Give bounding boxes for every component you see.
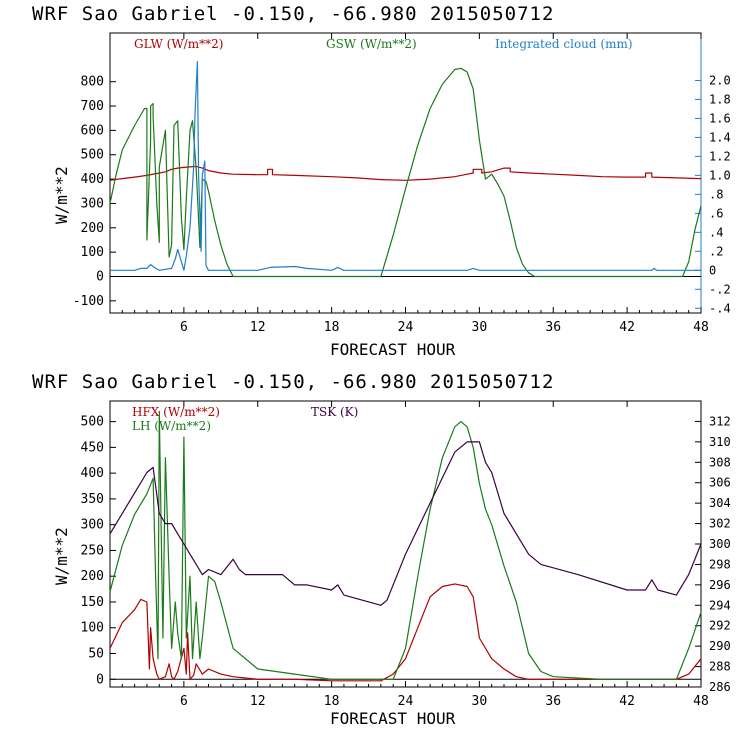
y-tick-label: 400 <box>81 172 104 187</box>
top-chart-panel: WRF Sao Gabriel -0.150, -66.980 20150507… <box>32 3 731 359</box>
right-y-tick-label: 290 <box>709 639 731 653</box>
right-y-tick-label: 308 <box>709 455 731 469</box>
right-y-tick-label: 2.0 <box>709 73 731 87</box>
right-y-tick-label: 1.6 <box>709 111 731 125</box>
series-line-0 <box>109 583 702 682</box>
right-y-tick-label: 1.0 <box>709 168 731 182</box>
y-tick-label: 200 <box>81 221 104 236</box>
bottom-x-axis-label: FORECAST HOUR <box>330 709 456 728</box>
right-y-tick-label: 0 <box>709 263 716 277</box>
y-tick-label: 500 <box>81 148 104 163</box>
x-tick-label: 30 <box>472 320 488 335</box>
y-tick-label: 100 <box>81 621 104 636</box>
x-tick-label: 42 <box>619 694 635 709</box>
x-tick-label: 48 <box>693 694 709 709</box>
right-y-tick-label: 302 <box>709 517 731 531</box>
right-y-tick-label: -.4 <box>709 301 731 315</box>
y-tick-label: 350 <box>81 492 104 507</box>
right-y-tick-label: 1.4 <box>709 130 731 144</box>
right-y-tick-label: .4 <box>709 225 723 239</box>
y-tick-label: 50 <box>88 647 104 662</box>
y-tick-label: 150 <box>81 595 104 610</box>
x-tick-label: 48 <box>693 320 709 335</box>
right-y-tick-label: 1.2 <box>709 149 731 163</box>
right-y-tick-label: .8 <box>709 187 723 201</box>
right-y-tick-label: 310 <box>709 435 731 449</box>
y-tick-label: 450 <box>81 440 104 455</box>
x-tick-label: 6 <box>180 694 188 709</box>
legend-lh: LH (W/m**2) <box>132 419 211 433</box>
series-line-1 <box>109 410 702 680</box>
y-tick-label: 700 <box>81 99 104 114</box>
y-tick-label: 600 <box>81 123 104 138</box>
series-line-2 <box>109 441 702 606</box>
right-y-tick-label: -.2 <box>709 282 731 296</box>
top-x-axis-label: FORECAST HOUR <box>330 340 456 359</box>
bottom-chart-title: WRF Sao Gabriel -0.150, -66.980 20150507… <box>32 371 554 393</box>
y-tick-label: -100 <box>73 294 104 309</box>
right-y-tick-label: 288 <box>709 660 731 674</box>
right-y-tick-label: 296 <box>709 578 731 592</box>
right-y-tick-label: 312 <box>709 414 731 428</box>
y-tick-label: 0 <box>96 269 104 284</box>
right-y-tick-label: .2 <box>709 244 723 258</box>
x-tick-label: 18 <box>324 320 340 335</box>
bottom-chart-panel: WRF Sao Gabriel -0.150, -66.980 20150507… <box>32 371 731 728</box>
series-line-1 <box>109 67 702 278</box>
series-line-0 <box>109 165 702 181</box>
right-y-tick-label: 292 <box>709 619 731 633</box>
right-y-tick-label: 286 <box>709 680 731 694</box>
y-tick-label: 300 <box>81 196 104 211</box>
x-tick-label: 42 <box>619 320 635 335</box>
x-tick-label: 24 <box>398 694 414 709</box>
right-y-tick-label: 298 <box>709 557 731 571</box>
y-tick-label: 300 <box>81 518 104 533</box>
x-tick-label: 12 <box>250 320 266 335</box>
x-tick-label: 36 <box>545 320 561 335</box>
right-y-tick-label: 304 <box>709 496 731 510</box>
legend-glw: GLW (W/m**2) <box>134 37 223 51</box>
x-tick-label: 30 <box>472 694 488 709</box>
right-y-tick-label: 1.8 <box>709 92 731 106</box>
top-y-axis-label: W/m**2 <box>52 166 71 224</box>
series-line-2 <box>110 60 701 271</box>
y-tick-label: 200 <box>81 569 104 584</box>
x-tick-label: 12 <box>250 694 266 709</box>
right-y-tick-label: 300 <box>709 537 731 551</box>
right-y-tick-label: 306 <box>709 476 731 490</box>
y-tick-label: 400 <box>81 466 104 481</box>
x-tick-label: 36 <box>545 694 561 709</box>
legend-tsk: TSK (K) <box>311 405 358 419</box>
legend-hfx: HFX (W/m**2) <box>132 405 220 419</box>
legend-cloud: Integrated cloud (mm) <box>495 37 633 51</box>
y-tick-label: 100 <box>81 245 104 260</box>
right-y-tick-label: .6 <box>709 206 723 220</box>
top-chart-title: WRF Sao Gabriel -0.150, -66.980 20150507… <box>32 3 554 25</box>
y-tick-label: 0 <box>96 672 104 687</box>
right-y-tick-label: 294 <box>709 598 731 612</box>
legend-gsw: GSW (W/m**2) <box>326 37 417 51</box>
y-tick-label: 800 <box>81 75 104 90</box>
bottom-y-axis-label: W/m**2 <box>52 527 71 585</box>
x-tick-label: 18 <box>324 694 340 709</box>
x-tick-label: 6 <box>180 320 188 335</box>
y-tick-label: 250 <box>81 543 104 558</box>
x-tick-label: 24 <box>398 320 414 335</box>
y-tick-label: 500 <box>81 415 104 430</box>
